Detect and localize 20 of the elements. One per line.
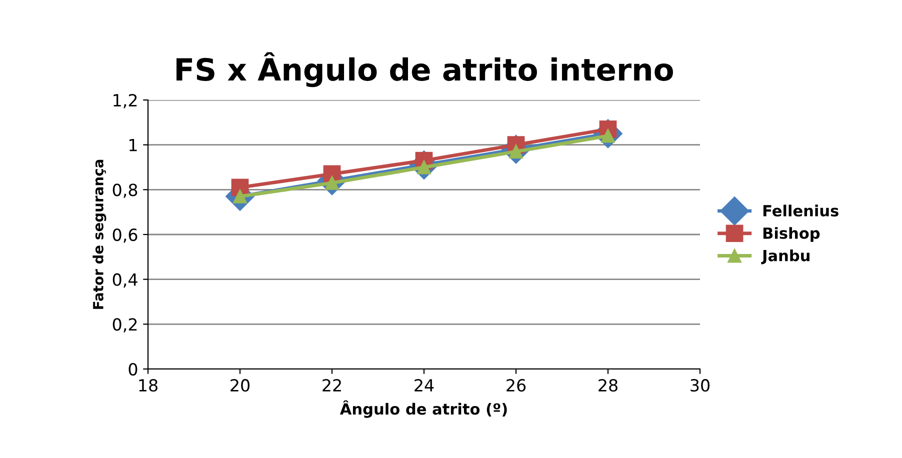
y-axis-title: Fator de segurança <box>92 160 106 309</box>
x-tick-label: 24 <box>414 379 434 392</box>
x-tick-label: 22 <box>322 379 341 392</box>
x-axis-title: Ângulo de atrito (º) <box>340 400 507 418</box>
x-tick-label: 30 <box>690 379 710 392</box>
y-tick-label: 0,4 <box>112 273 138 288</box>
x-tick-label: 20 <box>230 379 250 392</box>
y-tick-label: 0 <box>128 362 138 376</box>
y-tick-label: 0,8 <box>112 184 138 198</box>
chart-title: FS x Ângulo de atrito interno <box>176 52 673 88</box>
legend-label: Janbu <box>761 250 810 264</box>
legend-label: Bishop <box>763 227 820 242</box>
y-tick-label: 0,6 <box>112 228 138 243</box>
x-tick-label: 28 <box>598 379 618 392</box>
y-tick-label: 0,2 <box>112 318 137 332</box>
y-tick-label: 1 <box>130 139 137 152</box>
x-tick-label: 26 <box>506 379 526 392</box>
y-tick-label: 1,2 <box>114 94 137 108</box>
x-tick-label: 18 <box>139 379 158 392</box>
legend-label: Fellenius <box>763 204 838 217</box>
